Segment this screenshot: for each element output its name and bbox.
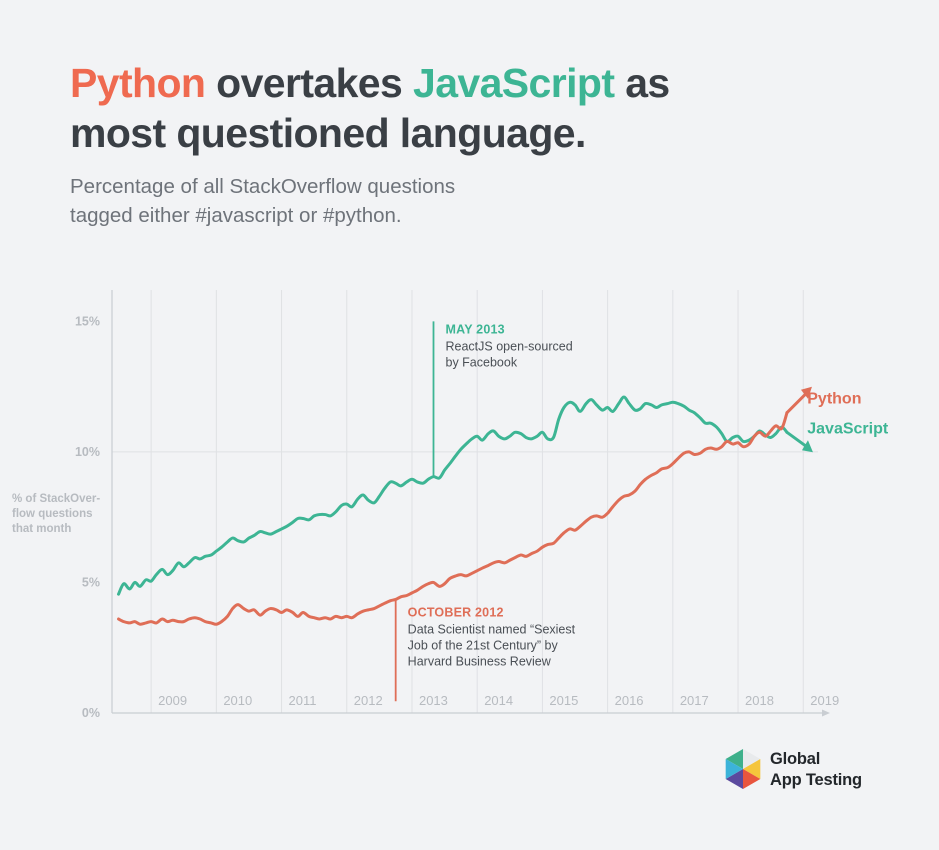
x-axis-ticks: 2009 2010 2011 2012 2013 2014 2015 2016 2017 2018…	[158, 693, 839, 708]
y-axis-title-line: % of StackOver-	[12, 493, 100, 505]
y-tick-label: 15%	[75, 314, 100, 328]
title-line-2: most questioned language.	[70, 110, 586, 157]
logo-facet-yellow	[743, 759, 761, 779]
logo-wordmark: Global App Testing	[770, 749, 862, 791]
annotation-body-line: by Facebook	[446, 355, 518, 369]
x-tick-label: 2019	[810, 693, 839, 708]
axis-lines	[111, 290, 830, 717]
annotation-date-label: MAY 2013	[446, 322, 505, 336]
chart-canvas: 0%5%10%15% 2009 2010 2011 2012 2013 2014 2015 2…	[12, 290, 889, 720]
x-tick-label: 2017	[680, 693, 709, 708]
global-app-testing-logo: Global App Testing	[722, 748, 888, 794]
logo-line-2: App Testing	[770, 771, 862, 790]
x-tick-label: 2015	[549, 693, 578, 708]
line-chart: 0% 5% 10% 15% 2009 2010 2011 2012 2013 2014 2015 2…	[0, 280, 939, 740]
x-tick-label: 2016	[615, 693, 644, 708]
y-axis-title-line: that month	[12, 523, 71, 535]
grid-lines	[112, 290, 818, 713]
y-tick-label: 5%	[82, 575, 100, 589]
y-axis-ticks: 0% 5% 10% 15%	[75, 314, 100, 720]
subtitle-line-2: tagged either #javascript or #python.	[70, 204, 402, 228]
series-line-python	[117, 411, 789, 626]
javascript-arrow-head-icon	[801, 440, 813, 453]
chart-annotations: MAY 2013 ReactJS open-sourced by Facebook O…	[394, 321, 576, 702]
y-tick-label: 10%	[75, 445, 100, 459]
logo-facet-gray	[743, 749, 761, 769]
title-python-word: Python	[70, 60, 206, 106]
series-label-javascript: JavaScript	[807, 420, 889, 437]
series-label-python: Python	[807, 390, 861, 407]
page-title: Python overtakes JavaScript as most ques…	[70, 58, 890, 158]
python-arrow-head-icon	[800, 386, 812, 399]
x-tick-label: 2013	[419, 693, 448, 708]
x-tick-label: 2010	[223, 693, 252, 708]
page-subtitle: Percentage of all StackOverflow question…	[70, 172, 690, 230]
logo-line-1: Global	[770, 750, 821, 768]
series-lines	[117, 386, 813, 626]
logo-facet-cyan	[725, 759, 743, 779]
title-connector-2: as	[614, 60, 670, 106]
x-axis-arrow-icon	[822, 709, 830, 717]
subtitle-line-1: Percentage of all StackOverflow question…	[70, 175, 456, 198]
x-tick-label: 2011	[289, 693, 317, 708]
x-tick-label: 2014	[484, 693, 513, 708]
y-tick-label: 0%	[82, 706, 100, 720]
title-javascript-word: JavaScript	[413, 60, 615, 106]
logo-facet-purple	[725, 769, 743, 789]
x-tick-label: 2009	[158, 693, 187, 708]
y-axis-title: % of StackOver-flow questions that month	[12, 493, 100, 535]
annotation-date-label: OCTOBER 2012	[408, 605, 504, 619]
series-end-labels: JavaScript Python	[807, 390, 889, 437]
logo-hexagon-icon	[725, 749, 761, 789]
x-tick-label: 2012	[354, 693, 383, 708]
x-tick-label: 2018	[745, 693, 774, 708]
annotation-body-line: ReactJS open-sourced	[446, 339, 573, 353]
logo-facet-green	[725, 749, 743, 769]
y-axis-title-line: flow questions	[12, 508, 93, 520]
annotation-body-line: Data Scientist named “Sexiest	[408, 622, 576, 636]
annotation-body-line: Job of the 21st Century” by	[408, 638, 559, 652]
logo-facet-red	[743, 769, 761, 789]
series-line-javascript	[117, 395, 789, 596]
title-connector-1: overtakes	[205, 60, 413, 106]
annotation-body-line: Harvard Business Review	[408, 654, 552, 668]
